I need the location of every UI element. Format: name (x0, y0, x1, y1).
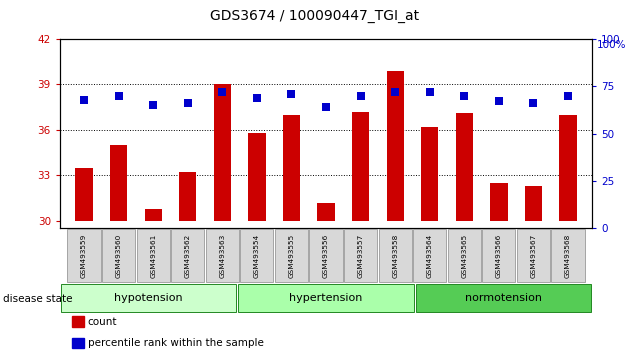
Bar (352, 112, 369, 221)
FancyBboxPatch shape (61, 284, 236, 312)
Point (459, 93, 469, 98)
Point (217, 89, 227, 95)
Text: GSM493559: GSM493559 (81, 234, 87, 278)
Text: GSM493566: GSM493566 (496, 234, 502, 278)
Bar (421, 127, 438, 221)
Text: GSM493567: GSM493567 (530, 234, 536, 278)
Bar (110, 145, 127, 221)
Text: GSM493564: GSM493564 (427, 234, 433, 278)
Bar (490, 183, 508, 221)
Point (563, 93, 573, 98)
Bar (248, 133, 265, 221)
Text: 100%: 100% (597, 40, 626, 50)
FancyBboxPatch shape (206, 229, 239, 282)
Text: GSM493565: GSM493565 (461, 234, 467, 278)
Bar (387, 71, 404, 221)
Point (529, 101, 539, 106)
Text: GSM493562: GSM493562 (185, 234, 191, 278)
Bar (559, 115, 576, 221)
Bar (144, 209, 162, 221)
Text: hypertension: hypertension (289, 293, 363, 303)
FancyBboxPatch shape (171, 229, 204, 282)
FancyBboxPatch shape (379, 229, 412, 282)
Text: disease state: disease state (3, 294, 72, 304)
FancyBboxPatch shape (67, 229, 101, 282)
FancyBboxPatch shape (551, 229, 585, 282)
Bar (318, 202, 335, 221)
Text: GSM493560: GSM493560 (116, 234, 122, 278)
FancyBboxPatch shape (448, 229, 481, 282)
FancyBboxPatch shape (416, 284, 591, 312)
FancyBboxPatch shape (137, 229, 169, 282)
Text: GSM493563: GSM493563 (219, 234, 226, 278)
FancyBboxPatch shape (309, 229, 343, 282)
Text: normotension: normotension (465, 293, 542, 303)
Bar (455, 113, 473, 221)
Text: GSM493568: GSM493568 (565, 234, 571, 278)
Point (355, 93, 365, 98)
Bar (525, 186, 542, 221)
FancyBboxPatch shape (344, 229, 377, 282)
Point (494, 99, 504, 104)
Text: GDS3674 / 100090447_TGI_at: GDS3674 / 100090447_TGI_at (210, 9, 420, 23)
FancyBboxPatch shape (517, 229, 550, 282)
Point (183, 101, 193, 106)
Text: GSM493558: GSM493558 (392, 234, 398, 278)
Point (425, 89, 435, 95)
Bar (76, 168, 93, 221)
Bar (179, 172, 197, 221)
Text: GSM493557: GSM493557 (358, 234, 364, 278)
Point (390, 89, 400, 95)
Text: GSM493554: GSM493554 (254, 234, 260, 278)
Point (148, 102, 158, 108)
Text: count: count (88, 317, 117, 327)
Text: GSM493556: GSM493556 (323, 234, 329, 278)
FancyBboxPatch shape (483, 229, 515, 282)
Point (321, 104, 331, 110)
Point (252, 95, 262, 101)
Bar (283, 115, 300, 221)
Text: GSM493555: GSM493555 (289, 234, 294, 278)
Text: hypotension: hypotension (114, 293, 183, 303)
Point (287, 91, 297, 97)
Point (79, 97, 89, 102)
Text: percentile rank within the sample: percentile rank within the sample (88, 338, 263, 348)
Point (113, 93, 123, 98)
FancyBboxPatch shape (102, 229, 135, 282)
Text: GSM493561: GSM493561 (150, 234, 156, 278)
FancyBboxPatch shape (413, 229, 446, 282)
FancyBboxPatch shape (238, 284, 414, 312)
FancyBboxPatch shape (240, 229, 273, 282)
FancyBboxPatch shape (275, 229, 308, 282)
Bar (214, 84, 231, 221)
